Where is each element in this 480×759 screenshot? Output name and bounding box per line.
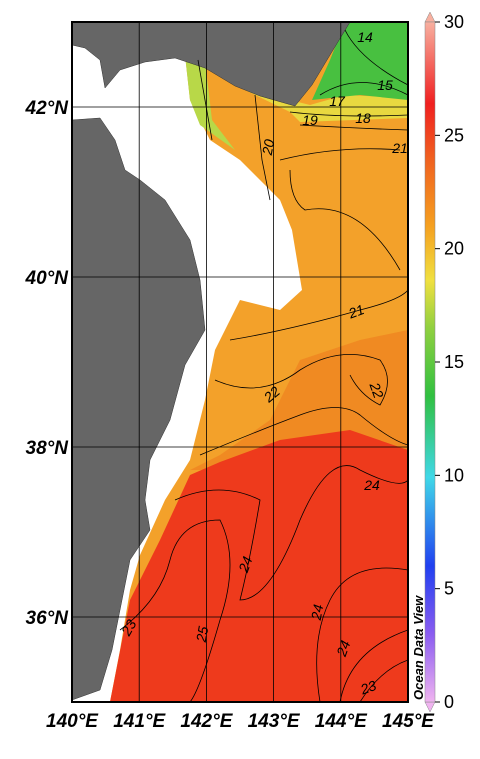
contour-label: 14 — [357, 29, 373, 45]
contour-label: 23 — [357, 677, 378, 698]
graticule — [72, 22, 408, 702]
lat-label: 42°N — [25, 98, 70, 119]
contour-label: 19 — [302, 112, 318, 128]
contour-label: 22 — [366, 379, 387, 400]
sst-yellow — [185, 55, 408, 122]
colorbar-label: 20 — [444, 239, 464, 259]
colorbar-label: 15 — [444, 352, 464, 372]
colorbar-ramp — [424, 21, 436, 703]
contour-label: 21 — [345, 301, 366, 322]
credit: Ocean Data View — [411, 595, 426, 700]
contour-label: 24 — [363, 477, 380, 493]
land — [72, 22, 351, 107]
map-frame — [71, 21, 409, 703]
lon-label: 142°E — [180, 711, 233, 732]
sst-red — [110, 430, 408, 702]
lon-label: 141°E — [113, 711, 166, 732]
lon-label: 144°E — [315, 711, 368, 732]
sst-light-green — [185, 55, 235, 150]
colorbar-label: 5 — [444, 579, 454, 599]
contour-label: 24 — [333, 638, 354, 659]
land — [72, 117, 206, 701]
lat-label: 36°N — [26, 608, 70, 629]
contour-label: 20 — [259, 138, 278, 157]
contour-label: 25 — [193, 625, 212, 644]
contour-label: 21 — [391, 140, 408, 156]
lat-label: 38°N — [26, 438, 70, 459]
contour-label: 17 — [329, 93, 346, 109]
lat-label: 40°N — [25, 268, 70, 289]
contour-label: 15 — [377, 77, 393, 93]
axes: 140°E 141°E 142°E 143°E 144°E 145°E 42°N 40°N 38… — [25, 12, 464, 732]
colorbar-label: 30 — [444, 12, 464, 32]
contour-label: 23 — [117, 617, 139, 640]
contour-label: 24 — [235, 554, 256, 575]
contour-label: 24 — [308, 603, 327, 622]
lon-label: 145°E — [382, 711, 435, 732]
colorbar-label: 10 — [444, 465, 464, 485]
colorbar — [424, 11, 436, 713]
sst-green — [312, 22, 408, 100]
lon-label: 143°E — [248, 711, 301, 732]
contours — [119, 29, 408, 702]
lon-label: 140°E — [46, 711, 99, 732]
colorbar-label: 0 — [444, 692, 454, 712]
contour-label: 18 — [355, 110, 371, 126]
colorbar-label: 25 — [444, 125, 464, 145]
colorbar-arrow-top — [424, 11, 436, 23]
